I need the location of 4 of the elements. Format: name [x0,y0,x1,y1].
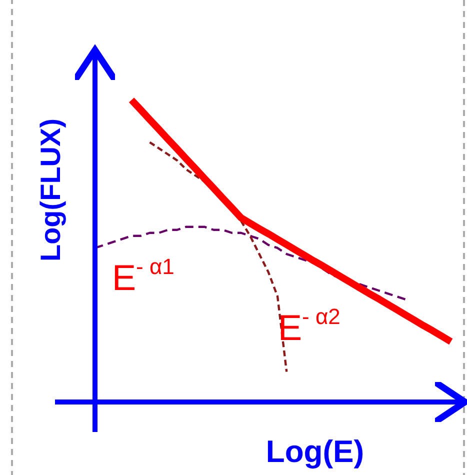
y-axis-title: Log(FLUX) [35,118,66,262]
annotation: E$^{- α2}$ [278,304,340,348]
x-axis-title: Log(E) [266,434,364,469]
annotation: E$^{- α1}$ [112,254,174,298]
